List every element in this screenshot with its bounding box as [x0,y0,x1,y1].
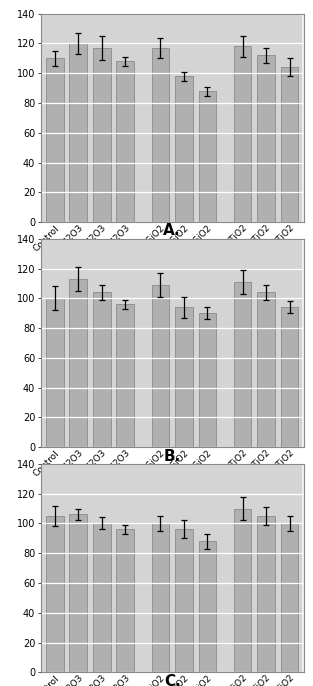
Bar [198,314,216,447]
Bar [93,48,110,222]
Bar [175,530,193,672]
Bar [234,47,251,222]
Bar [151,285,169,447]
Bar [281,307,298,447]
Bar [93,523,110,672]
Bar [234,508,251,672]
Bar [116,530,134,672]
Bar [257,56,275,222]
Bar [116,61,134,222]
Bar [93,292,110,447]
Bar [281,523,298,672]
Bar [257,292,275,447]
Bar [69,279,87,447]
Bar [46,516,64,672]
Bar [46,298,64,447]
Bar [198,541,216,672]
Text: B.: B. [163,449,181,464]
Bar [46,58,64,222]
Bar [69,43,87,222]
Bar [234,282,251,447]
Bar [151,523,169,672]
Bar [69,514,87,672]
Bar [281,67,298,222]
Text: A.: A. [163,224,181,239]
Bar [257,516,275,672]
Bar [151,48,169,222]
Bar [198,91,216,222]
Bar [175,307,193,447]
Bar [175,76,193,222]
Bar [116,305,134,447]
Text: C.: C. [164,674,181,686]
